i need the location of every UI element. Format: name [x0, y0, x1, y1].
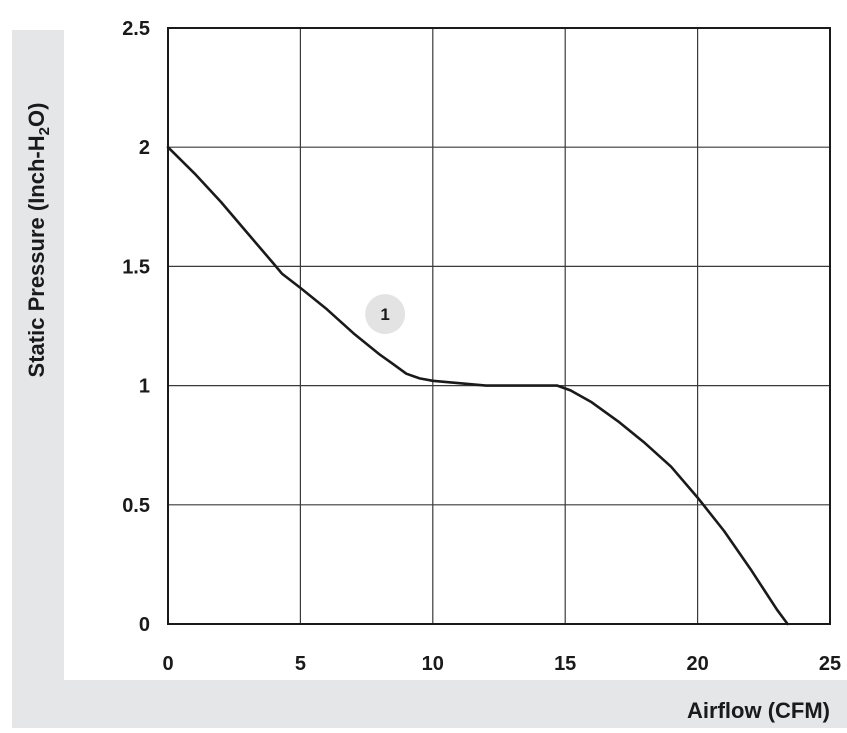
y-axis-label-suffix: O)	[24, 103, 49, 127]
x-tick-label-5: 25	[819, 653, 841, 675]
x-tick-label-0: 0	[162, 653, 173, 675]
x-tick-label-4: 20	[686, 653, 708, 675]
x-axis-band	[64, 680, 847, 728]
plot-area	[168, 28, 830, 624]
plot-frame	[167, 27, 831, 625]
y-axis-label-prefix: Static Pressure (Inch-H	[24, 135, 49, 377]
y-tick-label-1: 0.5	[122, 495, 150, 517]
y-axis-label: Static Pressure (Inch-H2O)	[24, 103, 53, 378]
x-axis-label: Airflow (CFM)	[687, 698, 830, 723]
x-tick-label-3: 15	[554, 653, 576, 675]
y-tick-label-4: 2	[139, 137, 150, 159]
axis-bands	[12, 30, 847, 728]
y-tick-label-0: 0	[139, 614, 150, 636]
y-tick-label-3: 1.5	[122, 256, 150, 278]
series-line-0	[166, 145, 789, 626]
y-axis-label-subscript: 2	[36, 127, 53, 135]
x-tick-label-1: 5	[295, 653, 306, 675]
x-tick-labels: 0 5 10 15 20 25	[162, 653, 841, 675]
series-marker-label-0: 1	[380, 305, 389, 324]
y-axis-band	[12, 30, 64, 728]
y-tick-label-2: 1	[139, 376, 150, 398]
y-tick-labels: 0 0.5 1 1.5 2 2.5	[122, 18, 150, 636]
series-marker-circle-0	[365, 294, 406, 335]
series-marker: 1	[365, 294, 406, 335]
series-layer	[166, 145, 789, 626]
x-tick-label-2: 10	[422, 653, 444, 675]
y-tick-label-5: 2.5	[122, 18, 150, 40]
